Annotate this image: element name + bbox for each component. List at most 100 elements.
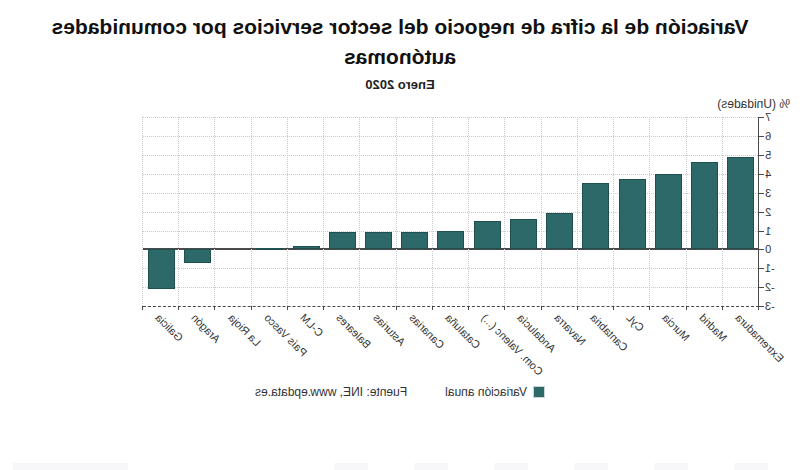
- vertical-gridline: [577, 117, 578, 306]
- bar: [184, 249, 211, 262]
- x-axis-tick: [359, 306, 360, 310]
- y-tick-label: -3: [765, 300, 800, 312]
- bar: [727, 157, 754, 250]
- category-label: La Rioja: [226, 312, 297, 383]
- x-axis-tick: [541, 306, 542, 310]
- bottom-artifact-wide: [13, 463, 128, 470]
- bar: [365, 232, 392, 249]
- category-label: Galicia: [153, 312, 224, 383]
- bar: [329, 232, 356, 249]
- bar: [582, 183, 609, 249]
- x-axis-tick: [758, 306, 759, 310]
- y-axis-tick: [759, 306, 764, 307]
- x-axis-tick: [649, 306, 650, 310]
- vertical-gridline: [468, 117, 469, 306]
- y-axis-tick: [759, 268, 764, 269]
- x-axis-tick: [432, 306, 433, 310]
- legend-series-label: Variación anual: [445, 385, 527, 399]
- vertical-gridline: [504, 117, 505, 306]
- y-tick-label: 5: [765, 149, 800, 161]
- category-label: CyL: [624, 312, 695, 383]
- vertical-gridline: [722, 117, 723, 306]
- y-axis-tick: [759, 193, 764, 194]
- bar: [655, 174, 682, 250]
- y-tick-label: 7: [765, 111, 800, 123]
- plot-area: 76543210-1-2-3ExtremaduraMadridMurciaCyL…: [0, 0, 800, 470]
- vertical-gridline: [613, 117, 614, 306]
- category-label: Murcia: [661, 312, 732, 383]
- horizontal-gridline: [143, 117, 759, 118]
- legend-item: Variación anual: [445, 385, 545, 399]
- bar: [148, 249, 175, 289]
- bottom-artifact-strip: [328, 463, 768, 470]
- y-tick-label: 6: [765, 130, 800, 142]
- y-axis-line: [758, 117, 759, 307]
- bar: [438, 231, 465, 250]
- chart-figure: Variación de la cifra de negocio del sec…: [0, 0, 800, 470]
- category-label: Cantabria: [588, 312, 659, 383]
- y-axis-tick: [759, 231, 764, 232]
- x-axis-tick: [323, 306, 324, 310]
- y-axis-tick: [759, 249, 764, 250]
- vertical-gridline: [396, 117, 397, 306]
- vertical-gridline: [649, 117, 650, 306]
- horizontal-gridline: [143, 155, 759, 156]
- category-label: Madrid: [697, 312, 768, 383]
- category-label: C-LM: [298, 312, 369, 383]
- category-label: Com. Valenc (...): [479, 312, 550, 383]
- y-tick-label: -2: [765, 281, 800, 293]
- y-tick-label: 0: [765, 243, 800, 255]
- vertical-gridline: [432, 117, 433, 306]
- y-axis-tick: [759, 117, 764, 118]
- vertical-gridline: [323, 117, 324, 306]
- y-tick-label: 2: [765, 206, 800, 218]
- bar: [256, 248, 283, 250]
- bar: [691, 162, 718, 249]
- vertical-gridline: [359, 117, 360, 306]
- bar: [293, 246, 320, 250]
- horizontal-gridline: [143, 268, 759, 269]
- x-axis-tick: [722, 306, 723, 310]
- y-tick-label: 1: [765, 225, 800, 237]
- y-axis-tick: [759, 174, 764, 175]
- x-axis-tick: [613, 306, 614, 310]
- bar: [474, 221, 501, 249]
- x-axis-tick: [251, 306, 252, 310]
- x-axis-tick: [214, 306, 215, 310]
- y-axis-tick: [759, 287, 764, 288]
- x-axis-tick: [468, 306, 469, 310]
- mirrored-canvas: Variación de la cifra de negocio del sec…: [0, 0, 800, 470]
- category-label: Andalucía: [516, 312, 587, 383]
- category-label: Navarra: [552, 312, 623, 383]
- category-label: Cataluña: [443, 312, 514, 383]
- category-label: País Vasco: [262, 312, 333, 383]
- vertical-gridline: [142, 117, 143, 306]
- category-label: Canarias: [407, 312, 478, 383]
- bar: [546, 213, 573, 249]
- vertical-gridline: [686, 117, 687, 306]
- y-tick-label: -1: [765, 262, 800, 274]
- y-tick-label: 4: [765, 168, 800, 180]
- horizontal-gridline: [143, 136, 759, 137]
- bar: [619, 179, 646, 249]
- x-axis-tick: [178, 306, 179, 310]
- category-label: Aragón: [190, 312, 261, 383]
- bar: [510, 219, 537, 249]
- vertical-gridline: [541, 117, 542, 306]
- horizontal-gridline: [143, 287, 759, 288]
- x-axis-tick: [686, 306, 687, 310]
- category-label: Asturias: [371, 312, 442, 383]
- x-axis-tick: [142, 306, 143, 310]
- y-axis-tick: [759, 212, 764, 213]
- x-axis-tick: [396, 306, 397, 310]
- vertical-gridline: [251, 117, 252, 306]
- vertical-gridline: [214, 117, 215, 306]
- vertical-gridline: [287, 117, 288, 306]
- bar: [401, 232, 428, 249]
- x-axis-tick: [504, 306, 505, 310]
- vertical-gridline: [178, 117, 179, 306]
- x-axis-tick: [577, 306, 578, 310]
- x-axis-tick: [287, 306, 288, 310]
- source-label: Fuente: INE, www.epdata.es: [255, 385, 407, 399]
- legend: Variación anual Fuente: INE, www.epdata.…: [0, 385, 800, 399]
